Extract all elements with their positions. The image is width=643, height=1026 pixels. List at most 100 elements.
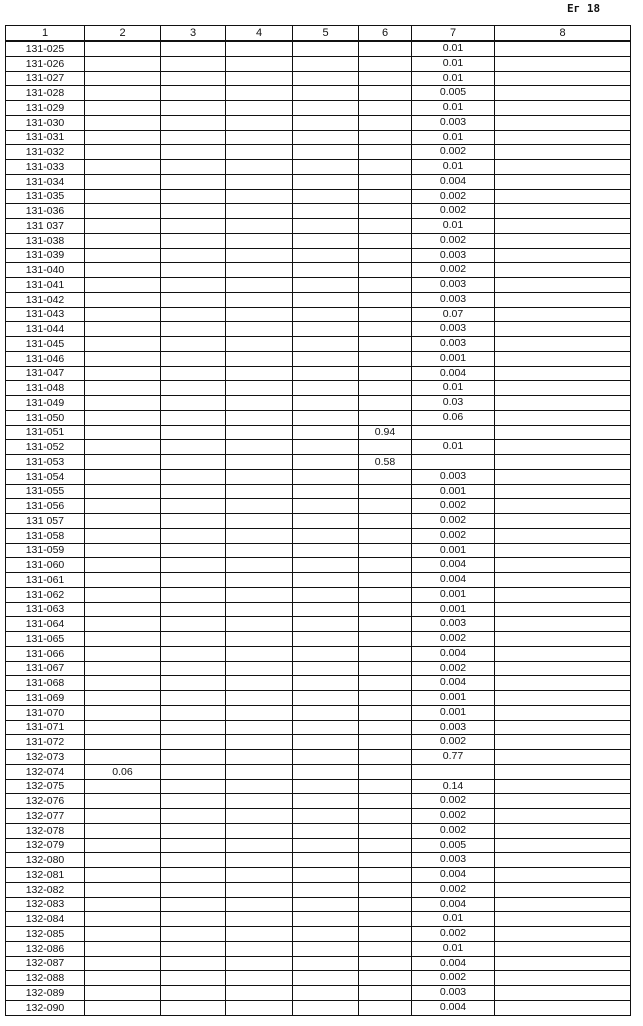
row-id-cell: 132-078 [5, 822, 85, 839]
cell-col-2 [84, 173, 161, 190]
row-id-cell: 131-064 [5, 616, 85, 632]
cell-col-4 [225, 822, 293, 839]
cell-col-5 [292, 808, 359, 824]
row-id-cell: 131 037 [5, 218, 85, 234]
cell-col-3 [160, 749, 226, 765]
cell-col-4 [225, 498, 293, 514]
cell-col-2 [84, 468, 161, 485]
cell-col-5 [292, 572, 359, 588]
cell-col-4 [225, 218, 293, 234]
cell-col-5 [292, 173, 359, 190]
table-row: 132-074 0.06 [5, 763, 631, 780]
cell-col-3 [160, 985, 226, 1001]
cell-col-7: 0.002 [411, 232, 495, 249]
row-id-cell: 131-039 [5, 247, 85, 264]
table-row: 131-050 0.06 [5, 409, 631, 426]
table-row: 131-048 0.01 [5, 380, 631, 396]
cell-col-8 [494, 616, 631, 632]
row-id-cell: 131-046 [5, 350, 85, 367]
row-id-cell: 131-059 [5, 542, 85, 559]
cell-col-4 [225, 85, 293, 101]
cell-col-6 [358, 557, 412, 573]
cell-col-4 [225, 572, 293, 588]
cell-col-4 [225, 631, 293, 647]
row-id-cell: 131-040 [5, 262, 85, 278]
cell-col-3 [160, 542, 226, 559]
table-row: 131 037 0.01 [5, 218, 631, 234]
row-id-cell: 131-041 [5, 277, 85, 293]
cell-col-3 [160, 380, 226, 396]
cell-col-8 [494, 247, 631, 264]
cell-col-6 [358, 247, 412, 264]
cell-col-8 [494, 40, 631, 57]
table-row: 131-043 0.07 [5, 306, 631, 323]
cell-col-7: 0.002 [411, 793, 495, 809]
cell-col-7: 0.001 [411, 704, 495, 721]
cell-col-3 [160, 468, 226, 485]
cell-col-7: 0.003 [411, 468, 495, 485]
cell-col-4 [225, 336, 293, 352]
table-row: 131-032 0.002 [5, 144, 631, 160]
cell-col-2 [84, 837, 161, 854]
cell-col-3 [160, 645, 226, 662]
table-row: 131-067 0.002 [5, 660, 631, 677]
cell-col-5 [292, 203, 359, 219]
row-id-cell: 131-030 [5, 114, 85, 131]
cell-col-8 [494, 881, 631, 898]
cell-col-7: 0.01 [411, 129, 495, 146]
cell-col-6: 0.94 [358, 424, 412, 441]
table-row: 131-058 0.002 [5, 527, 631, 544]
cell-col-8 [494, 999, 631, 1016]
cell-col-5 [292, 896, 359, 913]
cell-col-8 [494, 468, 631, 485]
row-id-cell: 131-065 [5, 631, 85, 647]
column-header-3: 3 [160, 25, 226, 42]
cell-col-6 [358, 749, 412, 765]
column-header-6: 6 [358, 25, 412, 42]
row-id-cell: 132-084 [5, 911, 85, 927]
cell-col-7: 0.003 [411, 719, 495, 736]
table-row: 131-034 0.004 [5, 173, 631, 190]
cell-col-5 [292, 424, 359, 441]
cell-col-3 [160, 837, 226, 854]
cell-col-5 [292, 85, 359, 101]
cell-col-7: 0.002 [411, 144, 495, 160]
cell-col-7: 0.01 [411, 55, 495, 72]
cell-col-5 [292, 100, 359, 116]
table-row: 131-054 0.003 [5, 468, 631, 485]
cell-col-3 [160, 513, 226, 529]
cell-col-7: 0.003 [411, 336, 495, 352]
cell-col-2 [84, 100, 161, 116]
row-id-cell: 131-028 [5, 85, 85, 101]
cell-col-4 [225, 645, 293, 662]
cell-col-4 [225, 173, 293, 190]
cell-col-8 [494, 734, 631, 750]
table-row: 131-027 0.01 [5, 70, 631, 87]
table-row: 131-039 0.003 [5, 247, 631, 264]
cell-col-3 [160, 350, 226, 367]
cell-col-3 [160, 704, 226, 721]
cell-col-5 [292, 40, 359, 57]
cell-col-2 [84, 896, 161, 913]
cell-col-8 [494, 822, 631, 839]
cell-col-4 [225, 439, 293, 455]
cell-col-7: 0.001 [411, 690, 495, 706]
table-row: 132-088 0.002 [5, 970, 631, 986]
cell-col-8 [494, 911, 631, 927]
cell-col-4 [225, 55, 293, 72]
cell-col-8 [494, 380, 631, 396]
table-row: 132-086 0.01 [5, 940, 631, 957]
table-row: 131-070 0.001 [5, 704, 631, 721]
cell-col-2 [84, 940, 161, 957]
cell-col-3 [160, 631, 226, 647]
row-id-cell: 131-051 [5, 424, 85, 441]
cell-col-7: 0.003 [411, 321, 495, 337]
table-row: 131-042 0.003 [5, 291, 631, 308]
cell-col-8 [494, 808, 631, 824]
cell-col-6 [358, 616, 412, 632]
cell-col-2 [84, 232, 161, 249]
row-id-cell: 131-067 [5, 660, 85, 677]
cell-col-8 [494, 852, 631, 868]
row-id-cell: 131-060 [5, 557, 85, 573]
cell-col-7: 0.002 [411, 734, 495, 750]
